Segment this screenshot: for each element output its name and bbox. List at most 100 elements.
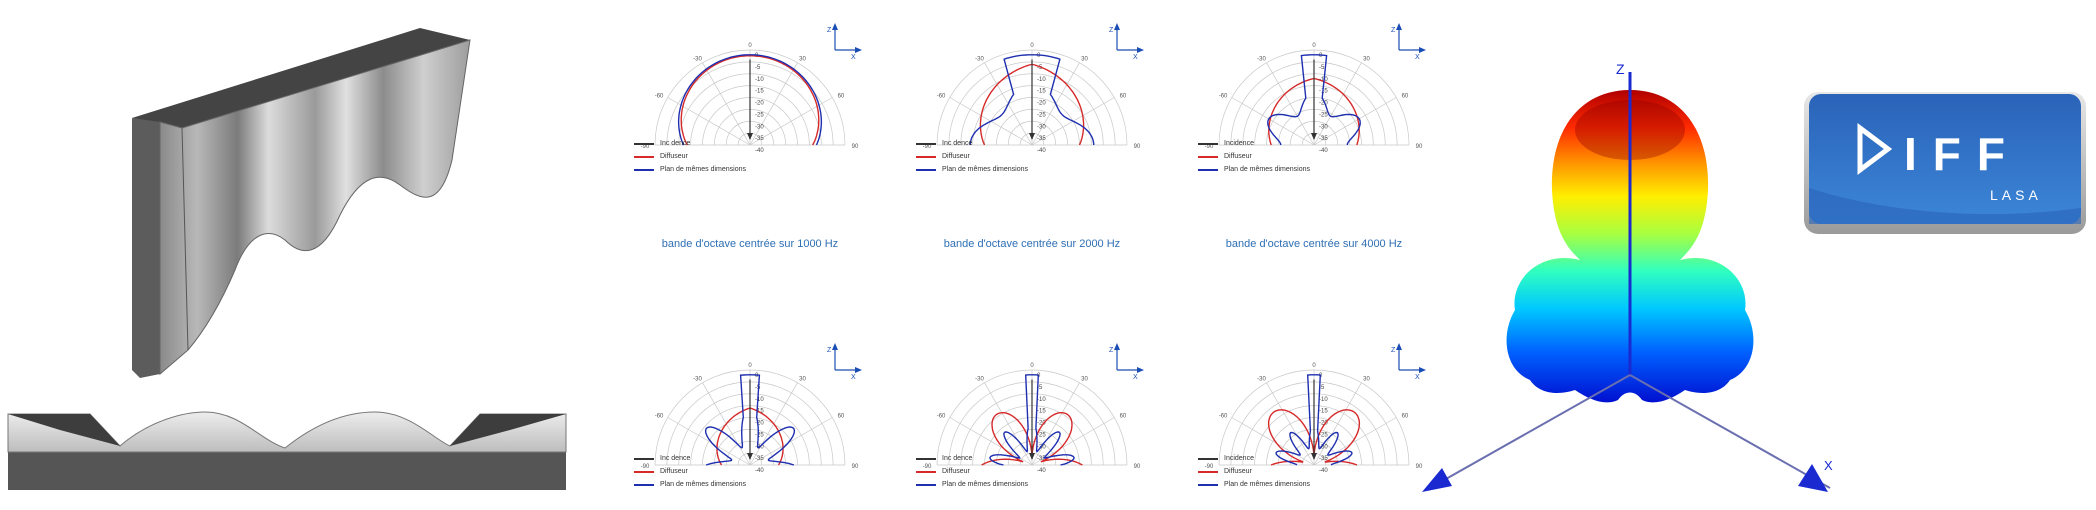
polar-incidence-arrow <box>747 453 753 460</box>
polar-radial-label: 0 <box>1037 53 1041 59</box>
polar-radial-label: -10 <box>1037 397 1046 403</box>
polar-radial-label: -35 <box>1319 136 1328 142</box>
legend-diffuser: Diffuseur <box>942 468 970 475</box>
polar-axis-z-arrow <box>1396 23 1402 30</box>
polar-plot-1000hz-bottom: 0 30 60 90 -30 -60 -90 0 -5 -10 -15 -20 -25 -30 -35 -40… <box>630 330 870 510</box>
polar-svg: 0306090-30-60-900-5-10-15-20-25-30-35-40… <box>641 23 862 154</box>
polar-radial-label: -25 <box>1037 432 1046 438</box>
polar-radial-label: 0 <box>755 373 759 379</box>
polar-spoke <box>1031 417 1115 466</box>
polar-axis-x-arrow <box>1419 47 1426 53</box>
legend-swatch-incidence <box>916 142 936 145</box>
polar-incidence-arrow <box>1311 133 1317 140</box>
polar-axis-z-label: Z <box>827 347 832 354</box>
balloon-arrow-left <box>1422 468 1452 492</box>
legend-diffuser: Diffuseur <box>1224 468 1252 475</box>
legend-swatch-plan <box>634 483 654 486</box>
balloon-axis-z-label: Z <box>1616 61 1625 77</box>
polar-angle-label: 30 <box>799 377 806 383</box>
polar-spoke <box>1313 97 1397 146</box>
polar-angle-label: -60 <box>655 94 664 100</box>
polar-angle-label: 60 <box>838 414 845 420</box>
polar-radial-label: 0 <box>1037 373 1041 379</box>
polar-radial-label: -5 <box>1037 385 1043 391</box>
legend-swatch-incidence <box>916 457 936 460</box>
polar-incidence-arrow <box>1029 453 1035 460</box>
logo-sub: LASA <box>1990 187 2042 203</box>
polar-angle-label: -60 <box>1219 94 1228 100</box>
polar-spoke <box>702 62 751 146</box>
polar-radial-label: -15 <box>1319 409 1328 415</box>
polar-angle-label: 90 <box>852 464 859 470</box>
polar-incidence-arrow <box>1311 453 1317 460</box>
polar-axis-x-arrow <box>1137 367 1144 373</box>
polar-axis-x-arrow <box>1419 367 1426 373</box>
balloon-axis-left <box>1429 374 1631 489</box>
wall-top <box>132 28 470 128</box>
polar-svg: 0306090-30-60-900-5-10-15-20-25-30-35-40… <box>1205 343 1426 474</box>
polar-radial-label: -5 <box>1037 65 1043 71</box>
polar-angle-label: 90 <box>1134 144 1141 150</box>
polar-incidence-arrow <box>1029 133 1035 140</box>
legend: Inc dence Diffuseur Plan de mêmes dimens… <box>916 452 1028 491</box>
polar-radial-label: -15 <box>1037 409 1046 415</box>
polar-angle-label: -90 <box>641 464 650 470</box>
polar-svg: 0306090-30-60-900-5-10-15-20-25-30-35-40… <box>923 23 1144 154</box>
polar-spoke <box>1031 382 1080 466</box>
legend-plan: Plan de mêmes dimensions <box>1224 481 1310 488</box>
caption-4000hz: bande d'octave centrée sur 4000 Hz <box>1225 238 1403 250</box>
polar-svg: 0306090-30-60-900-5-10-15-20-25-30-35-40… <box>641 343 862 474</box>
polar-axis-z-label: Z <box>827 27 832 34</box>
polar-radial-label: -20 <box>1319 101 1328 107</box>
legend-incidence: Inc dence <box>660 140 691 147</box>
directivity-balloon-3d: Z X <box>1422 61 1833 492</box>
polar-spoke <box>667 417 751 466</box>
profile-right-cap <box>450 414 566 446</box>
polar-radial-label: -35 <box>1319 456 1328 462</box>
legend-incidence: Incidence <box>1224 140 1254 147</box>
polar-radial-label: 0 <box>1319 53 1323 59</box>
polar-angle-label: 0 <box>1312 43 1316 49</box>
polar-spoke <box>1231 97 1315 146</box>
profile-left-cap <box>8 414 120 446</box>
polar-spoke <box>1266 62 1315 146</box>
polar-radial-label: -35 <box>755 456 764 462</box>
polar-radial-label: -5 <box>1319 65 1325 71</box>
polar-radial-label: -30 <box>1037 124 1046 130</box>
polar-radial-label: -10 <box>1319 397 1328 403</box>
polar-axis-x-arrow <box>855 47 862 53</box>
polar-curve-plan <box>1267 54 1361 146</box>
polar-axis-z-arrow <box>832 23 838 30</box>
legend-swatch-plan <box>634 168 654 171</box>
polar-plot-2000hz-bottom: 0 30 60 90 -30 -60 -90 0 -5 -10 -15 -20 -25 -30 -35 -40… <box>912 330 1152 510</box>
polar-radial-label: -30 <box>1319 444 1328 450</box>
polar-incidence-arrow <box>747 133 753 140</box>
polar-axis-x-label: X <box>1133 54 1138 61</box>
polar-radial-label: -20 <box>1037 101 1046 107</box>
polar-radial-label: -5 <box>755 65 761 71</box>
polar-angle-label: 60 <box>838 94 845 100</box>
polar-curve-plan <box>704 374 796 466</box>
polar-spoke <box>1231 417 1315 466</box>
legend-diffuser: Diffuseur <box>1224 153 1252 160</box>
legend-swatch-diffuser <box>916 470 936 473</box>
polar-curve-diffuser <box>680 54 820 146</box>
polar-spoke <box>749 62 798 146</box>
polar-radial-label: -15 <box>755 89 764 95</box>
polar-radial-label: -10 <box>1037 77 1046 83</box>
polar-svg: 0306090-30-60-900-5-10-15-20-25-30-35-40… <box>1205 23 1426 154</box>
polar-radial-label: -25 <box>755 112 764 118</box>
polar-curve-plan <box>989 374 1075 466</box>
polar-angle-label: -30 <box>693 57 702 63</box>
polar-radial-label: -30 <box>1319 124 1328 130</box>
legend-plan: Plan de mêmes dimensions <box>660 166 746 173</box>
balloon-axis-x <box>1629 374 1831 489</box>
polar-spoke <box>1266 382 1315 466</box>
polar-radial-label: -15 <box>1319 89 1328 95</box>
polar-axis-x-label: X <box>851 374 856 381</box>
polar-spoke <box>1313 382 1362 466</box>
legend-swatch-diffuser <box>1198 155 1218 158</box>
legend: Inc dence Diffuseur Plan de mêmes dimens… <box>916 137 1028 176</box>
polar-angle-label: -90 <box>1205 144 1214 150</box>
polar-radial-label: -10 <box>755 397 764 403</box>
